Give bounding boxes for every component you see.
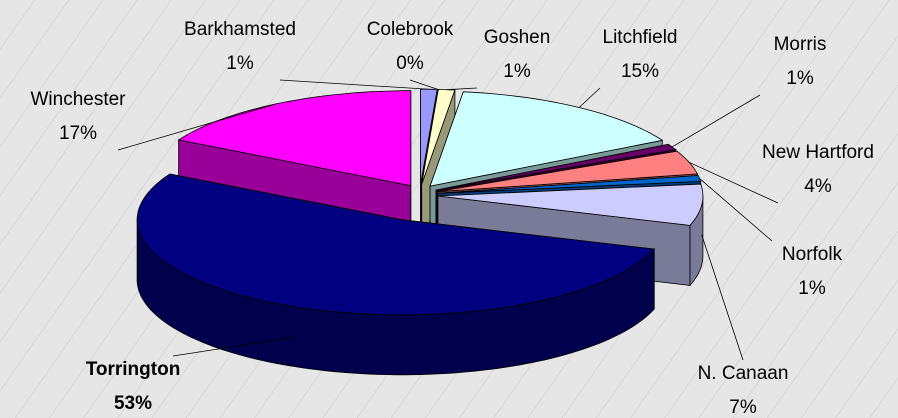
leader-line bbox=[409, 79, 438, 90]
slice bbox=[420, 89, 439, 185]
leader-line bbox=[671, 94, 761, 148]
slice bbox=[437, 183, 704, 226]
label-value: 1% bbox=[226, 53, 254, 74]
label-value: 1% bbox=[503, 61, 531, 82]
label-name: Goshen bbox=[484, 27, 551, 48]
slice bbox=[437, 150, 699, 193]
leader-line bbox=[279, 79, 429, 90]
slice bbox=[420, 88, 438, 185]
label-name: Barkhamsted bbox=[184, 19, 296, 40]
slice bbox=[437, 175, 702, 194]
label-name: Colebrook bbox=[367, 19, 454, 40]
label-name: N. Canaan bbox=[698, 363, 789, 384]
label-value: 0% bbox=[396, 53, 424, 74]
label-value: 17% bbox=[59, 123, 97, 144]
leader-line bbox=[446, 87, 478, 91]
leader-line bbox=[172, 336, 297, 357]
slice bbox=[136, 173, 656, 316]
pie bbox=[136, 88, 704, 376]
label-value: 4% bbox=[804, 176, 832, 197]
label-value: 7% bbox=[729, 397, 757, 418]
label-name: Torrington bbox=[86, 359, 181, 380]
label-value: 1% bbox=[786, 68, 814, 89]
labels: Barkhamsted 1% Colebrook 0% Goshen 1% Litchfie… bbox=[30, 19, 873, 418]
leader-line bbox=[701, 234, 744, 361]
leader-line bbox=[578, 87, 601, 108]
label-name: Morris bbox=[774, 34, 827, 55]
slice bbox=[435, 143, 677, 191]
label-value: 15% bbox=[621, 61, 659, 82]
leader-line bbox=[117, 103, 277, 151]
leader-line bbox=[688, 161, 779, 204]
label-name: Litchfield bbox=[603, 27, 678, 48]
label-name: New Hartford bbox=[762, 142, 874, 163]
leader-line bbox=[699, 178, 773, 242]
label-name: Norfolk bbox=[782, 244, 843, 265]
label-name: Winchester bbox=[30, 89, 126, 110]
label-value: 1% bbox=[798, 278, 826, 299]
label-value: 53% bbox=[114, 393, 152, 414]
